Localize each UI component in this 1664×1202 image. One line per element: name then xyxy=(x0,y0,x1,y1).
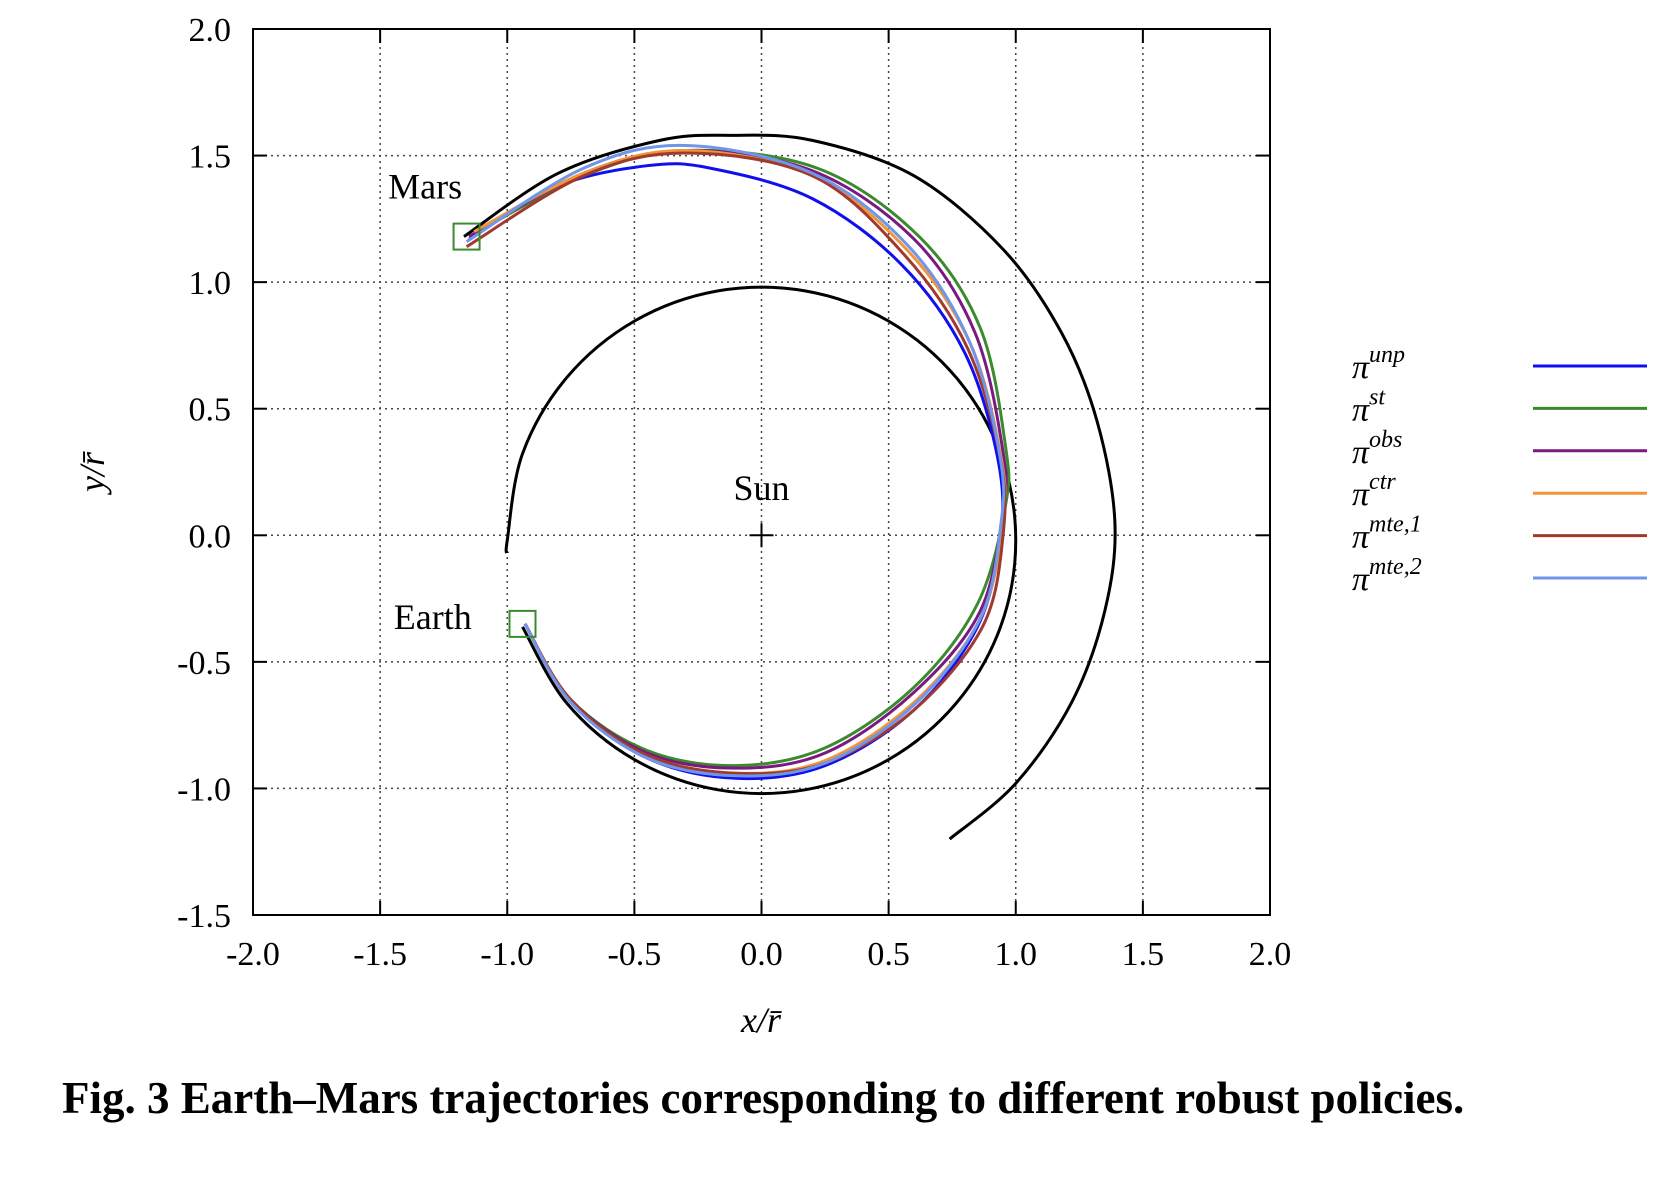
legend-base: π xyxy=(1352,519,1370,556)
legend-label: πobs xyxy=(1352,427,1402,471)
legend-base: π xyxy=(1352,349,1370,386)
legend-superscript: ctr xyxy=(1369,469,1396,495)
legend-superscript: mte,1 xyxy=(1369,512,1422,538)
legend-base: π xyxy=(1352,391,1370,428)
x-tick-label: 2.0 xyxy=(1249,936,1292,973)
annotation-earth: Earth xyxy=(394,597,472,637)
legend-superscript: obs xyxy=(1369,427,1402,453)
y-tick-label: 0.5 xyxy=(189,392,232,429)
orbits xyxy=(463,133,1117,841)
trajectory-mte-1 xyxy=(465,151,1007,776)
trajectory-mte-2 xyxy=(465,143,1006,778)
legend-superscript: unp xyxy=(1369,342,1405,368)
annotation-mars: Mars xyxy=(388,167,462,207)
legend-label: πctr xyxy=(1352,469,1396,513)
ticks: -2.0 -1.5 -1.0 -0.5 0.0 0.5 1.0 1.5 2.02.01.51.0… xyxy=(177,12,1291,973)
figure-caption: Fig. 3 Earth–Mars trajectories correspon… xyxy=(62,1073,1465,1123)
y-tick-label: 0.0 xyxy=(189,518,232,555)
x-tick-label: 0.0 xyxy=(740,936,783,973)
y-tick-label: 2.0 xyxy=(189,12,232,49)
x-tick-label: 1.5 xyxy=(1122,936,1165,973)
x-axis-label: x/r̄ xyxy=(740,1000,782,1040)
x-tick-label: -2.0 xyxy=(226,936,280,973)
y-tick-label: 1.5 xyxy=(189,139,232,176)
legend-superscript: st xyxy=(1369,384,1386,410)
trajectories xyxy=(465,143,1011,781)
y-tick-label: -1.5 xyxy=(177,898,231,935)
legend-base: π xyxy=(1352,434,1370,471)
legend-base: π xyxy=(1352,561,1370,598)
legend-label: πunp xyxy=(1352,342,1405,386)
legend-base: π xyxy=(1352,476,1370,513)
legend-label: πmte,2 xyxy=(1352,554,1422,598)
earth-box-marker xyxy=(508,609,537,638)
y-tick-label: -1.0 xyxy=(177,771,231,808)
x-tick-label: 0.5 xyxy=(867,936,910,973)
x-tick-label: -0.5 xyxy=(607,936,661,973)
legend-label: πmte,1 xyxy=(1352,512,1422,556)
legend-label: πst xyxy=(1352,384,1386,428)
x-tick-label: -1.5 xyxy=(353,936,407,973)
legend-superscript: mte,2 xyxy=(1369,554,1422,580)
y-tick-label: -0.5 xyxy=(177,645,231,682)
mars-box-marker xyxy=(452,222,481,251)
markers xyxy=(452,222,774,638)
mars-orbit xyxy=(463,133,1117,841)
annotations: Mars Sun Earth xyxy=(388,167,789,637)
sun-plus-marker xyxy=(749,523,774,548)
y-tick-label: 1.0 xyxy=(189,265,232,302)
annotation-sun: Sun xyxy=(733,468,789,508)
x-tick-label: -1.0 xyxy=(480,936,534,973)
y-axis-label: y/r̄ xyxy=(72,451,112,495)
x-tick-label: 1.0 xyxy=(995,936,1038,973)
